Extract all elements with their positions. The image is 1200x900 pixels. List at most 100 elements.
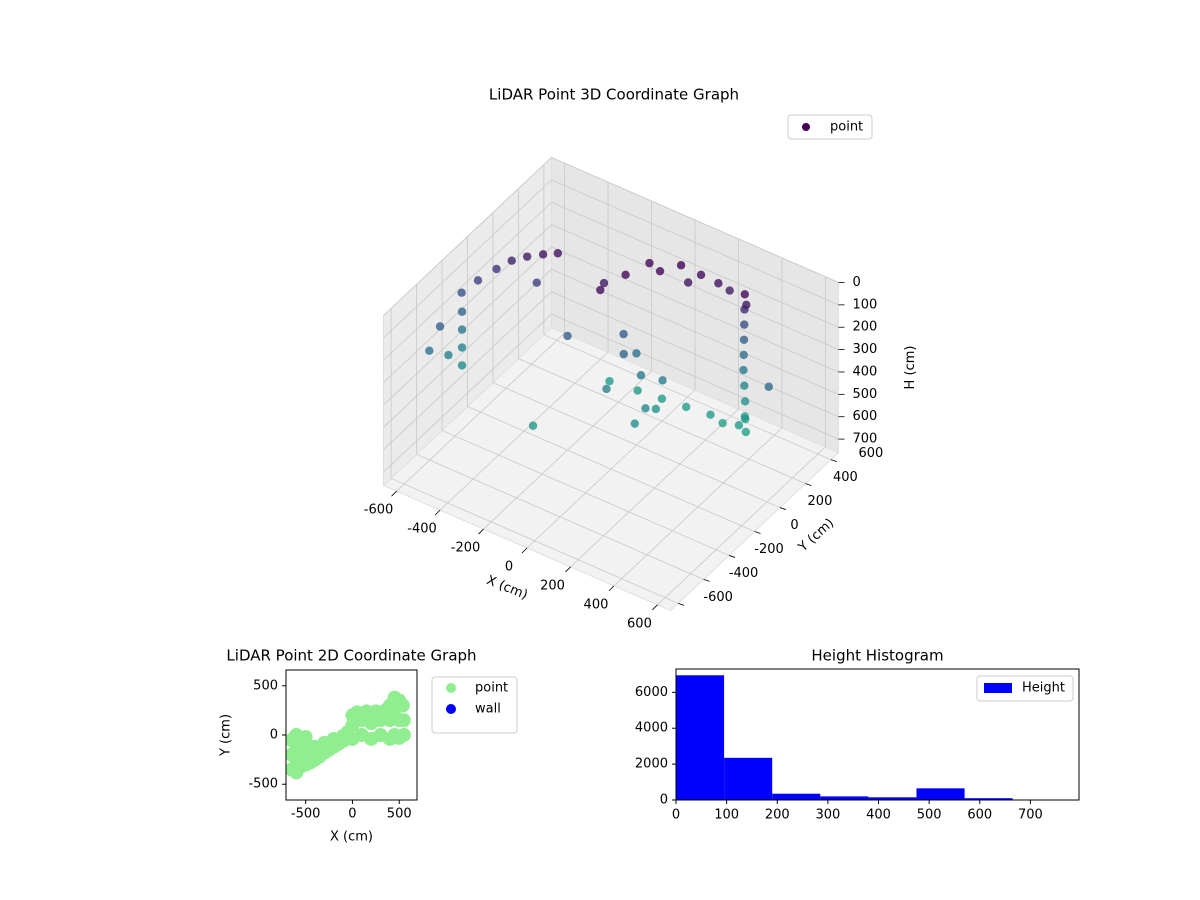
chart-title: Height Histogram — [811, 647, 943, 665]
legend-box — [787, 114, 873, 140]
y-tick-label: 6000 — [635, 685, 668, 700]
point — [528, 421, 538, 430]
legend-label: point — [475, 681, 508, 696]
point — [457, 288, 466, 297]
tick-mark — [565, 566, 571, 573]
legend-label: wall — [475, 702, 501, 717]
legend-label: Height — [1022, 681, 1065, 696]
z-tick-label: 600 — [853, 409, 878, 424]
point — [596, 285, 605, 295]
x-tick-label: -200 — [451, 541, 481, 556]
y-tick-label: 500 — [253, 678, 278, 693]
point — [563, 331, 572, 341]
grid-line — [383, 224, 552, 383]
point — [473, 276, 483, 285]
bar — [820, 796, 869, 800]
bar — [772, 793, 821, 800]
point — [734, 421, 744, 430]
tick-mark — [779, 507, 787, 510]
point — [641, 404, 650, 413]
point — [741, 427, 751, 437]
point — [706, 410, 715, 419]
point — [676, 261, 686, 270]
point — [396, 713, 411, 728]
point — [395, 698, 410, 713]
point — [683, 278, 693, 287]
point — [645, 258, 654, 268]
x-tick-label: 500 — [917, 808, 942, 823]
grid-line — [543, 334, 832, 461]
z-tick-label: 0 — [853, 275, 861, 290]
x-axis-label: X (cm) — [330, 830, 373, 845]
point — [657, 394, 667, 403]
x-tick-label: 600 — [967, 808, 992, 823]
grid-line — [551, 179, 839, 306]
point — [718, 418, 727, 428]
z-tick-label: 200 — [853, 320, 878, 335]
y-tick-label: -400 — [729, 566, 759, 581]
bar — [868, 797, 917, 800]
grid-line — [383, 246, 552, 406]
point — [457, 325, 467, 334]
point — [658, 376, 667, 385]
bar — [964, 798, 1013, 800]
y-axis-label: Y (cm) — [795, 516, 837, 556]
point — [764, 382, 773, 391]
point — [681, 402, 691, 412]
grid-line — [383, 269, 552, 428]
y-tick-label: 2000 — [635, 757, 668, 772]
tick-mark — [478, 528, 484, 535]
point — [632, 349, 641, 358]
point — [553, 249, 563, 258]
point — [457, 307, 467, 316]
grid-line — [383, 201, 552, 361]
y-tick-label: 0 — [270, 728, 278, 743]
tick-mark — [608, 585, 615, 592]
point — [740, 397, 750, 406]
grid-line — [551, 201, 839, 328]
chart-title: LiDAR Point 3D Coordinate Graph — [489, 86, 739, 104]
legend-marker — [446, 704, 456, 714]
legend-marker — [802, 123, 810, 131]
x-tick-label: 500 — [387, 807, 412, 822]
tick-mark — [728, 555, 736, 558]
point — [602, 384, 611, 394]
grid-line — [441, 430, 730, 556]
x-tick-label: 0 — [505, 560, 513, 575]
point — [396, 728, 411, 742]
grid-line — [416, 454, 704, 580]
grid-line — [518, 358, 806, 484]
point — [492, 264, 501, 274]
point — [725, 286, 734, 295]
y-tick-label: 0 — [660, 793, 668, 808]
z-tick-label: 100 — [853, 297, 878, 312]
axes-frame — [675, 668, 1080, 801]
legend-label: point — [830, 120, 863, 135]
point — [619, 329, 628, 339]
x-tick-label: -400 — [407, 522, 437, 537]
y-axis-label: Y (cm) — [219, 714, 234, 757]
tick-mark — [830, 459, 837, 463]
x-tick-label: 0 — [348, 807, 356, 822]
x-tick-label: 200 — [540, 578, 565, 593]
grid-line — [551, 224, 839, 350]
tick-mark — [805, 483, 812, 487]
plot-area — [286, 690, 411, 780]
x-axis-label: X (cm) — [484, 573, 529, 603]
point — [739, 350, 748, 360]
point — [740, 290, 749, 299]
point — [605, 377, 614, 386]
grid-line — [383, 291, 552, 451]
x-tick-label: 300 — [815, 808, 840, 823]
bar — [676, 675, 725, 800]
tick-mark — [391, 490, 397, 497]
point — [714, 279, 723, 288]
z-tick-label: 500 — [853, 387, 878, 402]
bar — [724, 757, 773, 800]
chart-title: LiDAR Point 2D Coordinate Graph — [226, 647, 476, 665]
tick-mark — [754, 531, 761, 534]
point — [435, 322, 445, 331]
y-tick-label: 600 — [858, 446, 883, 461]
point — [425, 346, 434, 355]
point — [739, 365, 748, 375]
